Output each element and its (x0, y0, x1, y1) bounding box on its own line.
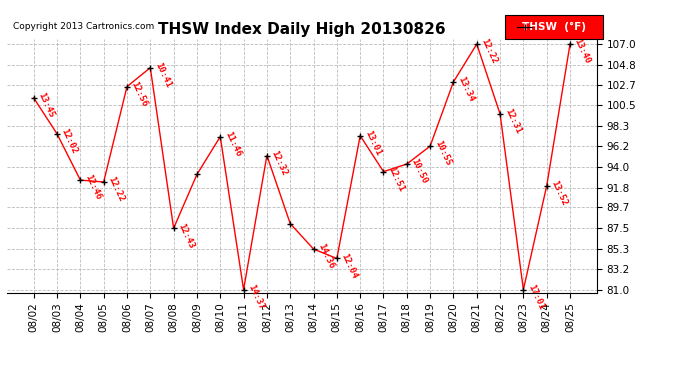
Text: Copyright 2013 Cartronics.com: Copyright 2013 Cartronics.com (13, 22, 154, 31)
Text: 13:34: 13:34 (456, 75, 475, 104)
Text: 17:01: 17:01 (526, 283, 546, 311)
Text: 12:43: 12:43 (177, 222, 196, 250)
Text: 14:36: 14:36 (316, 243, 336, 271)
Text: 10:50: 10:50 (410, 158, 429, 186)
Text: 13:01: 13:01 (363, 129, 382, 157)
Text: 11:46: 11:46 (223, 130, 243, 158)
Text: 13:52: 13:52 (549, 179, 569, 207)
Text: 12:32: 12:32 (270, 149, 289, 177)
Text: 12:51: 12:51 (386, 165, 406, 193)
Text: 10:41: 10:41 (153, 61, 172, 89)
Title: THSW Index Daily High 20130826: THSW Index Daily High 20130826 (158, 22, 446, 37)
Text: 14:37: 14:37 (246, 283, 266, 311)
Text: THSW  (°F): THSW (°F) (522, 22, 586, 32)
Text: 13:40: 13:40 (573, 38, 592, 66)
Text: 13:45: 13:45 (37, 92, 56, 120)
Text: 12:46: 12:46 (83, 174, 103, 202)
Text: 12:22: 12:22 (106, 176, 126, 204)
Text: 10:55: 10:55 (433, 140, 453, 168)
Text: 12:04: 12:04 (339, 252, 359, 280)
Text: 12:31: 12:31 (503, 107, 522, 136)
Text: 12:56: 12:56 (130, 80, 149, 108)
Text: 12:22: 12:22 (480, 38, 499, 66)
FancyBboxPatch shape (505, 15, 603, 39)
Text: 12:02: 12:02 (60, 127, 79, 155)
